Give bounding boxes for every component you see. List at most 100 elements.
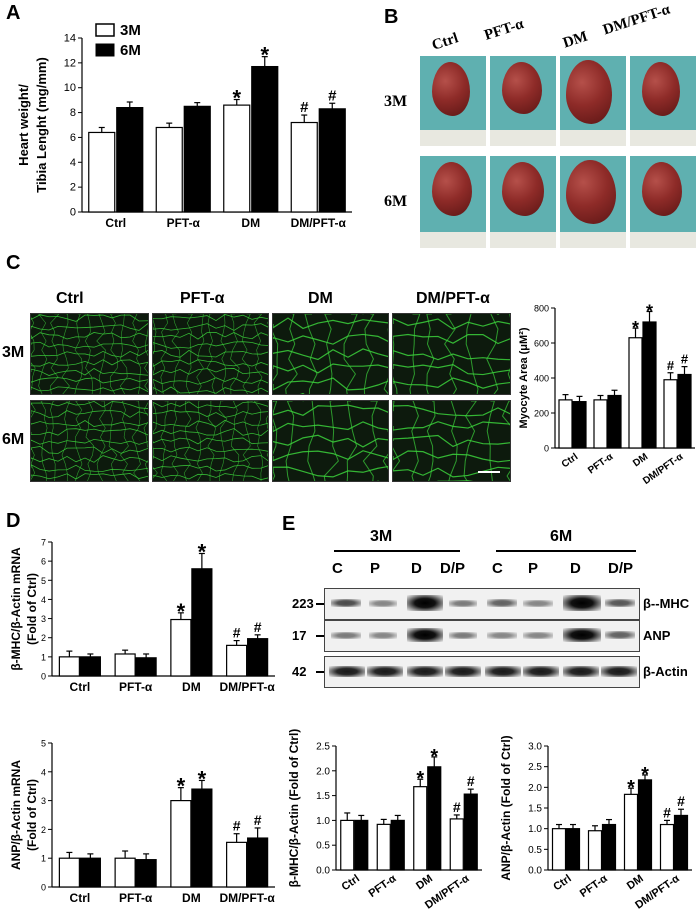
bar — [449, 818, 464, 871]
significance-marker: # — [467, 773, 475, 789]
micro-col-dmpft: DM/PFT-α — [416, 290, 490, 307]
x-tick-label: PFT-α — [578, 872, 610, 900]
micrograph — [272, 313, 389, 395]
significance-marker: # — [453, 799, 461, 815]
x-tick-label: Ctrl — [551, 873, 573, 894]
lane-label: D — [570, 560, 581, 577]
y-axis-label: Tibia Lenght (mg/mm) — [34, 57, 49, 193]
x-tick-label: DM — [631, 451, 650, 469]
bar — [251, 65, 279, 213]
significance-marker: # — [667, 358, 675, 373]
y-tick-label: 7 — [41, 538, 46, 548]
x-tick-label: PFT-α — [119, 680, 153, 694]
y-tick-label: 5 — [41, 739, 46, 749]
bar — [628, 337, 643, 449]
significance-marker: * — [627, 777, 635, 799]
y-tick-label: 1 — [41, 854, 46, 864]
y-tick-label: 1.0 — [316, 816, 330, 827]
y-tick-label: 0 — [70, 207, 76, 219]
mw-tick — [316, 671, 324, 673]
micrograph — [392, 313, 511, 395]
blot-group-6m: 6M — [550, 528, 573, 545]
micro-col-dm: DM — [308, 290, 333, 307]
heart-photo-panel: Ctrl PFT-α DM DM/PFT-α 3M 6M — [380, 0, 700, 250]
y-tick-label: 1 — [41, 652, 46, 662]
protein-label: β--MHC — [643, 596, 690, 611]
bar — [191, 568, 213, 677]
x-tick-label: Ctrl — [70, 891, 91, 905]
mw-marker: 223 — [292, 596, 314, 611]
y-tick-label: 600 — [534, 339, 549, 349]
y-tick-label: 10 — [64, 82, 76, 94]
legend-swatch-6m — [95, 43, 115, 57]
bar — [427, 766, 442, 871]
bar — [376, 823, 391, 871]
y-tick-label: 3 — [41, 614, 46, 624]
x-tick-label: DM — [182, 891, 201, 905]
y-axis-label: (Fold of Ctrl) — [25, 779, 39, 851]
x-tick-label: Ctrl — [340, 873, 362, 894]
y-tick-label: 0 — [41, 672, 46, 682]
significance-marker: # — [328, 87, 337, 104]
chart-d1: 0 1 2 3 4 5 6 7 β-MHC/β-Actin mRNA (Fold of Ctrl)… — [9, 538, 275, 695]
significance-marker: * — [646, 302, 653, 322]
photo-col-ctrl: Ctrl — [430, 30, 461, 54]
chart-d2: 0 1 2 3 4 5 ANP/β-Actin mRNA (Fold of Ctrl) Ctrl… — [9, 739, 275, 906]
x-tick-label: PFT-α — [119, 891, 153, 905]
y-axis-label: ANP/β-Actin (Fold of Ctrl) — [499, 735, 513, 880]
significance-marker: # — [681, 352, 689, 367]
lane-label: C — [332, 560, 343, 577]
y-tick-label: 0.5 — [528, 845, 542, 856]
bar — [587, 830, 603, 871]
micrograph — [152, 400, 269, 482]
photo-col-dmpft: DM/PFT-α — [601, 1, 673, 39]
y-tick-label: 0 — [544, 444, 549, 454]
bar — [114, 857, 136, 888]
chart-e1: 0.0 0.5 1.0 1.5 2.0 2.5 β-MHC/β-Actin (Fold of… — [287, 729, 482, 912]
significance-marker: # — [254, 619, 262, 635]
y-axis-label: ANP/β-Actin mRNA — [9, 760, 23, 870]
bar — [247, 638, 269, 677]
heart-photo — [490, 156, 556, 248]
y-tick-label: 1.5 — [316, 791, 330, 802]
photo-row-3m: 3M — [384, 93, 408, 110]
y-tick-label: 4 — [41, 767, 46, 777]
bar — [247, 837, 269, 888]
bar — [565, 828, 581, 871]
y-tick-label: 0.5 — [316, 841, 330, 852]
significance-marker: * — [632, 318, 639, 338]
bar — [607, 394, 622, 449]
heart-photo — [630, 156, 696, 248]
x-tick-label: DM — [241, 216, 260, 230]
lane-label: P — [528, 560, 539, 577]
bar — [673, 814, 689, 871]
y-axis-label: β-MHC/β-Actin (Fold of Ctrl) — [287, 729, 301, 888]
mw-tick — [316, 603, 324, 605]
x-tick-label: PFT-α — [586, 451, 616, 476]
x-tick-label: DM/PFT-α — [219, 680, 275, 694]
significance-marker: # — [677, 793, 685, 809]
bar — [413, 786, 428, 871]
y-axis-label: Myocyte Area (μM²) — [518, 327, 530, 428]
significance-marker: * — [177, 774, 186, 799]
chart-e2: 0.0 0.5 1.0 1.5 2.0 2.5 3.0 ANP/β-Actin (Fold o… — [499, 735, 692, 912]
panel-label-a: A — [6, 2, 21, 24]
y-axis-label: Heart weight/ — [16, 84, 31, 166]
blot-group-line — [496, 550, 636, 552]
x-tick-label: Ctrl — [105, 216, 126, 230]
bar — [558, 399, 573, 449]
bar — [593, 399, 608, 449]
legend-label-3m: 3M — [120, 22, 141, 39]
y-tick-label: 200 — [534, 409, 549, 419]
x-tick-label: PFT-α — [367, 872, 399, 900]
significance-marker: * — [260, 43, 269, 68]
significance-marker: * — [430, 746, 438, 768]
blot-group-3m: 3M — [370, 528, 393, 545]
bar — [170, 799, 192, 888]
bar — [551, 828, 567, 871]
bar — [677, 373, 692, 449]
heart-photo — [560, 56, 626, 146]
x-tick-label: DM — [625, 873, 646, 893]
x-tick-label: DM — [182, 680, 201, 694]
significance-marker: * — [198, 539, 207, 564]
